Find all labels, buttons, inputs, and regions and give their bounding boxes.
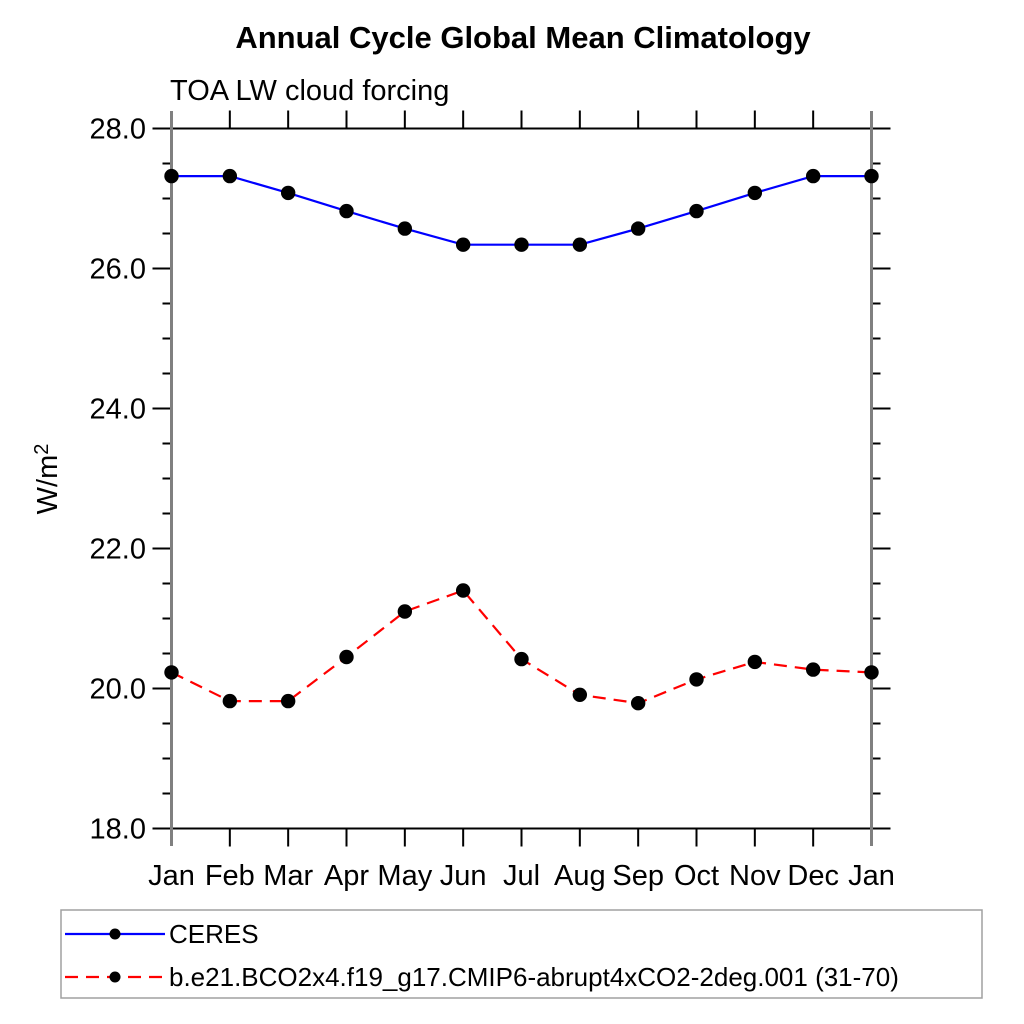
series-point-1 xyxy=(397,604,413,619)
x-tick-label: May xyxy=(377,860,432,892)
x-tick-label: Dec xyxy=(787,860,839,892)
series-line-1 xyxy=(171,589,872,705)
series-point-1 xyxy=(280,693,296,709)
x-tick-label: Apr xyxy=(324,860,369,892)
series-point-1 xyxy=(164,665,179,680)
legend-label-model: b.e21.BCO2x4.f19_g17.CMIP6-abrupt4xCO2-2… xyxy=(169,962,899,992)
series-point-1 xyxy=(222,693,238,709)
y-axis-unit-base: W/m xyxy=(32,455,64,515)
data-series xyxy=(164,168,879,711)
x-tick-label: Sep xyxy=(612,860,664,892)
series-point-0 xyxy=(572,237,588,252)
series-point-1 xyxy=(747,654,763,670)
series-line-0 xyxy=(171,175,872,246)
y-axis-unit-superscript: 2 xyxy=(31,444,53,455)
series-point-0 xyxy=(280,185,296,201)
x-tick-label: Aug xyxy=(554,860,606,892)
series-point-0 xyxy=(514,237,529,252)
x-tick-label: Mar xyxy=(263,860,313,892)
x-tick-labels: Jan Feb Mar Apr May Jun Jul Aug Sep Oct Nov Dec Jan xyxy=(148,860,895,892)
x-tick-label: Nov xyxy=(729,860,781,892)
x-tick-label: Jun xyxy=(440,860,487,892)
series-point-0 xyxy=(747,185,763,201)
x-tick-label: Jan xyxy=(848,860,895,892)
series-point-1 xyxy=(630,696,646,711)
chart-title: Annual Cycle Global Mean Climatology xyxy=(235,20,811,55)
series-point-0 xyxy=(455,237,471,252)
series-point-1 xyxy=(339,649,354,665)
x-tick-label: Feb xyxy=(205,860,255,892)
y-tick-label: 22.0 xyxy=(90,534,146,566)
series-point-1 xyxy=(455,583,471,598)
y-tick-label: 18.0 xyxy=(90,814,146,846)
y-tick-label: 24.0 xyxy=(90,394,146,426)
series-point-0 xyxy=(397,221,413,236)
legend: CERES b.e21.BCO2x4.f19_g17.CMIP6-abrupt4… xyxy=(60,909,983,999)
series-point-1 xyxy=(514,651,529,667)
y-tick-label: 20.0 xyxy=(90,674,146,706)
y-tick-labels: 18.0 20.0 22.0 24.0 26.0 28.0 xyxy=(90,114,146,846)
series-point-0 xyxy=(864,168,879,184)
x-tick-label: Jan xyxy=(148,860,195,892)
series-point-1 xyxy=(864,665,879,680)
y-axis-unit-label: W/m2 xyxy=(31,444,64,515)
y-tick-label: 26.0 xyxy=(90,254,146,286)
legend-label-ceres: CERES xyxy=(169,919,259,949)
y-tick-label: 28.0 xyxy=(90,114,146,146)
x-tick-label: Jul xyxy=(503,860,540,892)
series-point-0 xyxy=(339,203,354,219)
legend-entry-model: b.e21.BCO2x4.f19_g17.CMIP6-abrupt4xCO2-2… xyxy=(65,962,899,992)
legend-marker-dot xyxy=(109,928,121,940)
axis-ticks xyxy=(152,110,891,847)
legend-entry-ceres: CERES xyxy=(65,919,259,949)
x-tick-label: Oct xyxy=(674,860,719,892)
series-point-1 xyxy=(572,687,588,702)
series-point-1 xyxy=(805,662,821,677)
chart-subtitle: TOA LW cloud forcing xyxy=(170,75,449,107)
legend-box xyxy=(60,909,983,999)
series-point-0 xyxy=(630,221,646,236)
series-point-0 xyxy=(164,168,179,184)
series-point-0 xyxy=(805,168,821,184)
legend-marker-dot xyxy=(109,971,121,983)
series-point-1 xyxy=(689,672,704,687)
series-point-0 xyxy=(222,168,238,184)
series-point-0 xyxy=(689,203,704,219)
